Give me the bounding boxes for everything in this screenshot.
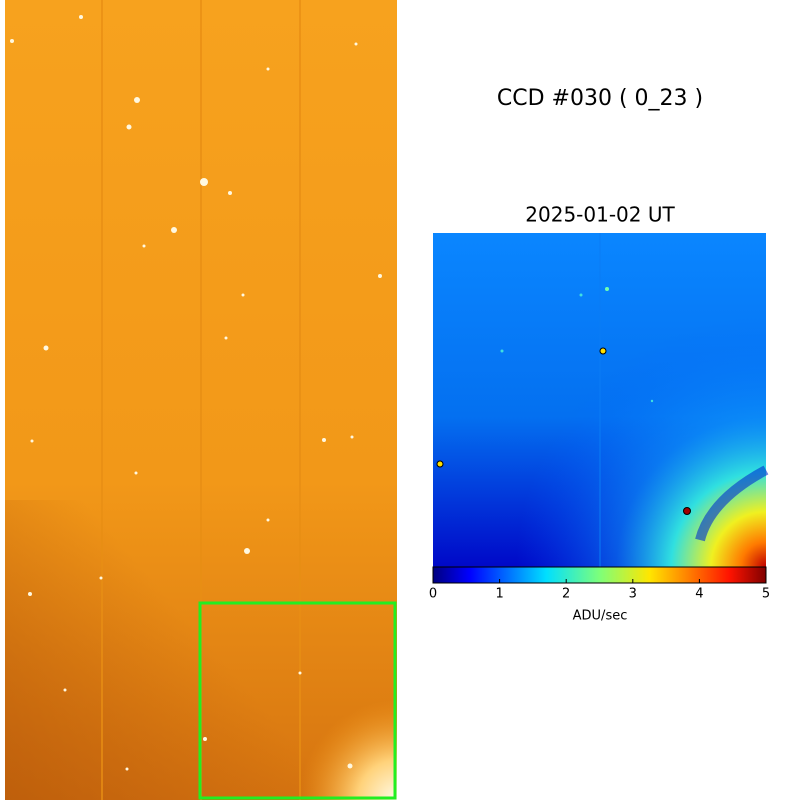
stars [436,287,691,515]
colorbar-tick-label: 5 [762,587,770,602]
colorbar-tick-label: 3 [629,587,637,602]
title: CCD #030 ( 0_23 ) [497,86,703,111]
ccd-image [5,0,397,800]
arc [695,465,769,542]
colorbar-tick-label: 2 [562,587,570,602]
colorbar-tick-label: 4 [695,587,703,602]
image-glow [200,600,397,800]
stars [10,15,382,771]
colorbar-gradient [432,566,767,584]
colorbar: ADU/sec 0 1 2 3 4 5 [429,566,770,624]
colorbar-label: ADU/sec [573,609,628,624]
zoom-image [433,233,769,567]
subtitle: 2025-01-02 UT [525,203,675,227]
zoom-box [198,601,397,800]
colorbar-tick-label: 1 [495,587,503,602]
colorbar-tick-label: 0 [429,587,437,602]
